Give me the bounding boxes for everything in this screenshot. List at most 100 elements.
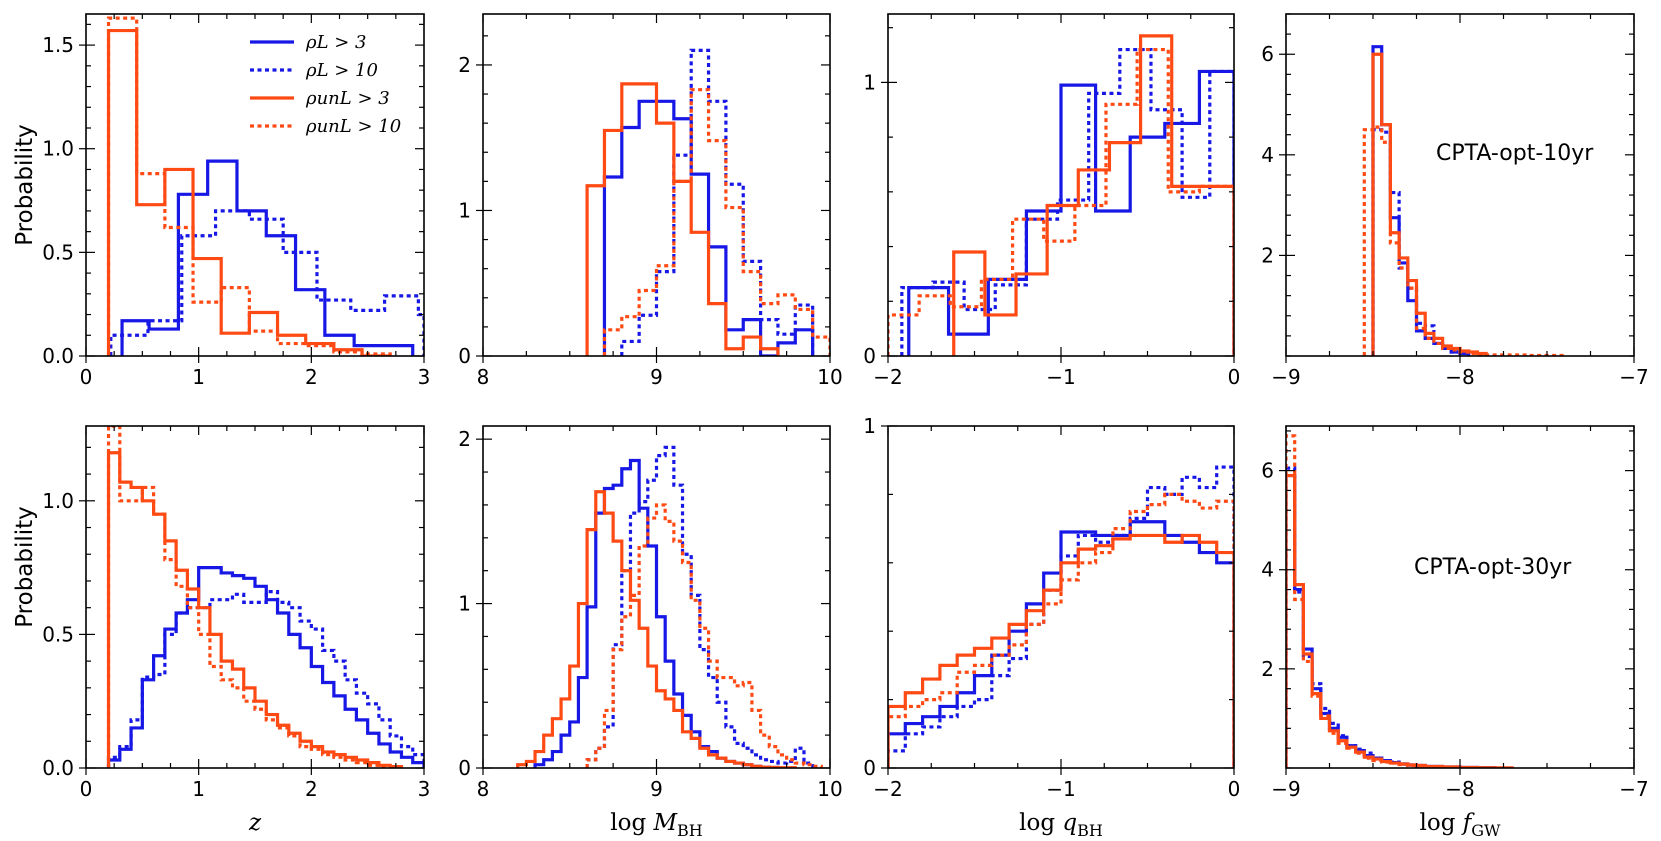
- x-tick-label: 3: [418, 777, 431, 801]
- y-tick-label: 2: [1261, 243, 1274, 267]
- axes-frame: [1285, 425, 1635, 769]
- series-group: [888, 34, 1234, 356]
- series-group: [888, 465, 1234, 768]
- y-tick-label: 2: [1261, 657, 1274, 681]
- y-tick-label: 1: [863, 70, 876, 94]
- y-tick-label: 1.0: [42, 137, 74, 161]
- x-tick-label: 8: [477, 365, 490, 389]
- y-tick-label: 1: [458, 198, 471, 222]
- panel-annotation: CPTA-opt-10yr: [1436, 141, 1594, 166]
- series-group: [585, 48, 830, 356]
- histogram-series-3: [106, 426, 404, 768]
- y-tick-label: 1: [458, 592, 471, 616]
- x-axis-label: log MBH: [610, 810, 703, 840]
- x-tick-label: −7: [1619, 777, 1648, 801]
- histogram-series-1: [620, 48, 815, 356]
- x-tick-label: 0: [1228, 365, 1241, 389]
- legend-label: ρL > 10: [305, 60, 378, 81]
- y-tick-label: 1.0: [42, 489, 74, 513]
- histogram-series-1: [109, 209, 424, 356]
- x-tick-label: −8: [1445, 365, 1474, 389]
- y-tick-label: 0: [863, 344, 876, 368]
- panel-top-fgw: −9 −8 −7 2 4 6 CPTA-opt-10yr: [1261, 13, 1649, 389]
- panel-bottom-qbh: −2 −1 0 0 1 log qBH: [863, 414, 1240, 840]
- histogram-series-0: [120, 159, 415, 356]
- x-tick-label: −9: [1271, 365, 1300, 389]
- series-group: [1362, 45, 1566, 356]
- x-tick-label: −1: [1046, 777, 1075, 801]
- x-tick-label: 2: [305, 365, 318, 389]
- histogram-series-0: [1286, 473, 1497, 768]
- y-tick-label: 0: [458, 756, 471, 780]
- axes-frame: [85, 425, 425, 769]
- legend-item: ρunL > 10: [250, 116, 401, 137]
- y-tick-label: 1.5: [42, 33, 74, 57]
- x-tick-label: 2: [305, 777, 318, 801]
- histogram-series-0: [1371, 45, 1471, 356]
- legend: ρL > 3 ρL > 10 ρunL > 3 ρunL > 10: [250, 32, 401, 137]
- x-tick-label: −2: [873, 365, 902, 389]
- y-tick-label: 0.0: [42, 344, 74, 368]
- x-tick-label: −2: [873, 777, 902, 801]
- x-tick-label: −9: [1271, 777, 1300, 801]
- y-tick-label: 4: [1261, 143, 1274, 167]
- x-axis-label: log fGW: [1420, 810, 1502, 840]
- y-tick-label: 2: [458, 53, 471, 77]
- histogram-series-0: [106, 566, 424, 768]
- histogram-series-1: [1371, 128, 1471, 356]
- x-tick-label: 10: [817, 777, 842, 801]
- series-group: [106, 426, 424, 768]
- y-tick-label: 0: [458, 344, 471, 368]
- y-tick-label: 6: [1261, 42, 1274, 66]
- panel-bottom-z: 0 1 2 3 0.0 0.5 1.0 z: [42, 425, 431, 836]
- histogram-series-2: [106, 28, 391, 356]
- panel-bottom-mbh: 8 9 10 0 1 2 log MBH: [458, 425, 843, 840]
- panel-annotation: CPTA-opt-30yr: [1414, 555, 1572, 580]
- panel-top-z: 0 1 2 3 0.0 0.5 1.0 1.5: [42, 13, 431, 389]
- histogram-series-0: [888, 520, 1234, 768]
- legend-label: ρL > 3: [305, 32, 367, 53]
- x-tick-label: 0: [80, 365, 93, 389]
- legend-item: ρunL > 3: [250, 88, 390, 109]
- series-group: [516, 445, 823, 768]
- x-tick-label: 10: [817, 365, 842, 389]
- legend-label: ρunL > 10: [305, 116, 401, 137]
- x-tick-label: 0: [1228, 777, 1241, 801]
- series-group: [106, 16, 424, 356]
- x-tick-label: 9: [650, 777, 663, 801]
- ylabel-top: Probability: [12, 124, 38, 246]
- histogram-series-1: [900, 47, 1234, 356]
- x-tick-label: −8: [1445, 777, 1474, 801]
- x-tick-label: −1: [1046, 365, 1075, 389]
- x-axis-label: z: [248, 810, 262, 836]
- histogram-series-3: [1286, 434, 1462, 768]
- x-axis-label: log qBH: [1019, 810, 1103, 840]
- x-tick-label: −7: [1619, 365, 1648, 389]
- series-group: [1286, 434, 1514, 768]
- y-tick-label: 4: [1261, 558, 1274, 582]
- histogram-series-2: [952, 34, 1234, 356]
- y-tick-label: 1: [863, 414, 876, 438]
- histogram-series-2: [106, 451, 404, 768]
- histogram-series-2: [888, 533, 1234, 768]
- histogram-series-0: [907, 69, 1234, 356]
- ylabel-bottom-text: Probability: [12, 506, 38, 628]
- histogram-series-1: [585, 445, 815, 768]
- y-tick-label: 6: [1261, 459, 1274, 483]
- x-tick-label: 1: [192, 365, 205, 389]
- histogram-series-1: [106, 590, 424, 768]
- legend-label: ρunL > 3: [305, 88, 390, 109]
- y-tick-label: 0: [863, 756, 876, 780]
- ylabel-bottom: Probability: [12, 506, 38, 628]
- panel-top-qbh: −2 −1 0 0 1: [863, 13, 1241, 389]
- histogram-series-2: [585, 82, 780, 356]
- x-tick-label: 8: [477, 777, 490, 801]
- histogram-series-3: [106, 16, 392, 356]
- histogram-series-2: [516, 490, 797, 768]
- histogram-series-1: [888, 465, 1234, 768]
- x-tick-label: 0: [80, 777, 93, 801]
- x-tick-label: 3: [418, 365, 431, 389]
- ylabel-top-text: Probability: [12, 124, 38, 246]
